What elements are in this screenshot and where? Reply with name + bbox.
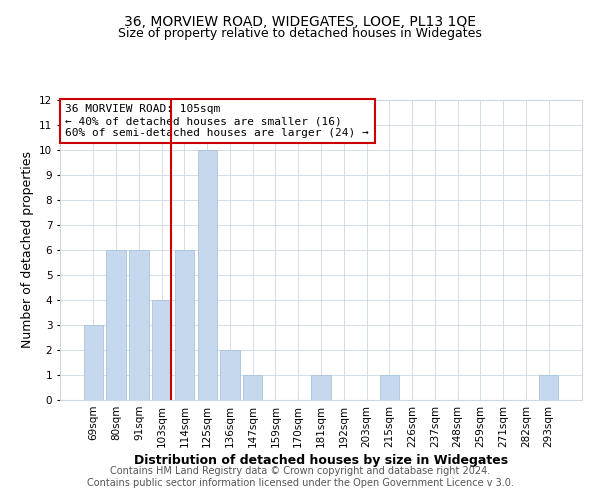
- Bar: [539, 375, 558, 400]
- Bar: [311, 375, 331, 400]
- Text: Size of property relative to detached houses in Widegates: Size of property relative to detached ho…: [118, 28, 482, 40]
- Bar: [106, 250, 126, 400]
- Bar: [220, 350, 239, 400]
- X-axis label: Distribution of detached houses by size in Widegates: Distribution of detached houses by size …: [134, 454, 508, 467]
- Text: 36, MORVIEW ROAD, WIDEGATES, LOOE, PL13 1QE: 36, MORVIEW ROAD, WIDEGATES, LOOE, PL13 …: [124, 15, 476, 29]
- Bar: [152, 300, 172, 400]
- Bar: [175, 250, 194, 400]
- Bar: [84, 325, 103, 400]
- Bar: [129, 250, 149, 400]
- Bar: [197, 150, 217, 400]
- Y-axis label: Number of detached properties: Number of detached properties: [20, 152, 34, 348]
- Bar: [380, 375, 399, 400]
- Bar: [243, 375, 262, 400]
- Text: 36 MORVIEW ROAD: 105sqm
← 40% of detached houses are smaller (16)
60% of semi-de: 36 MORVIEW ROAD: 105sqm ← 40% of detache…: [65, 104, 369, 138]
- Text: Contains HM Land Registry data © Crown copyright and database right 2024.
Contai: Contains HM Land Registry data © Crown c…: [86, 466, 514, 487]
